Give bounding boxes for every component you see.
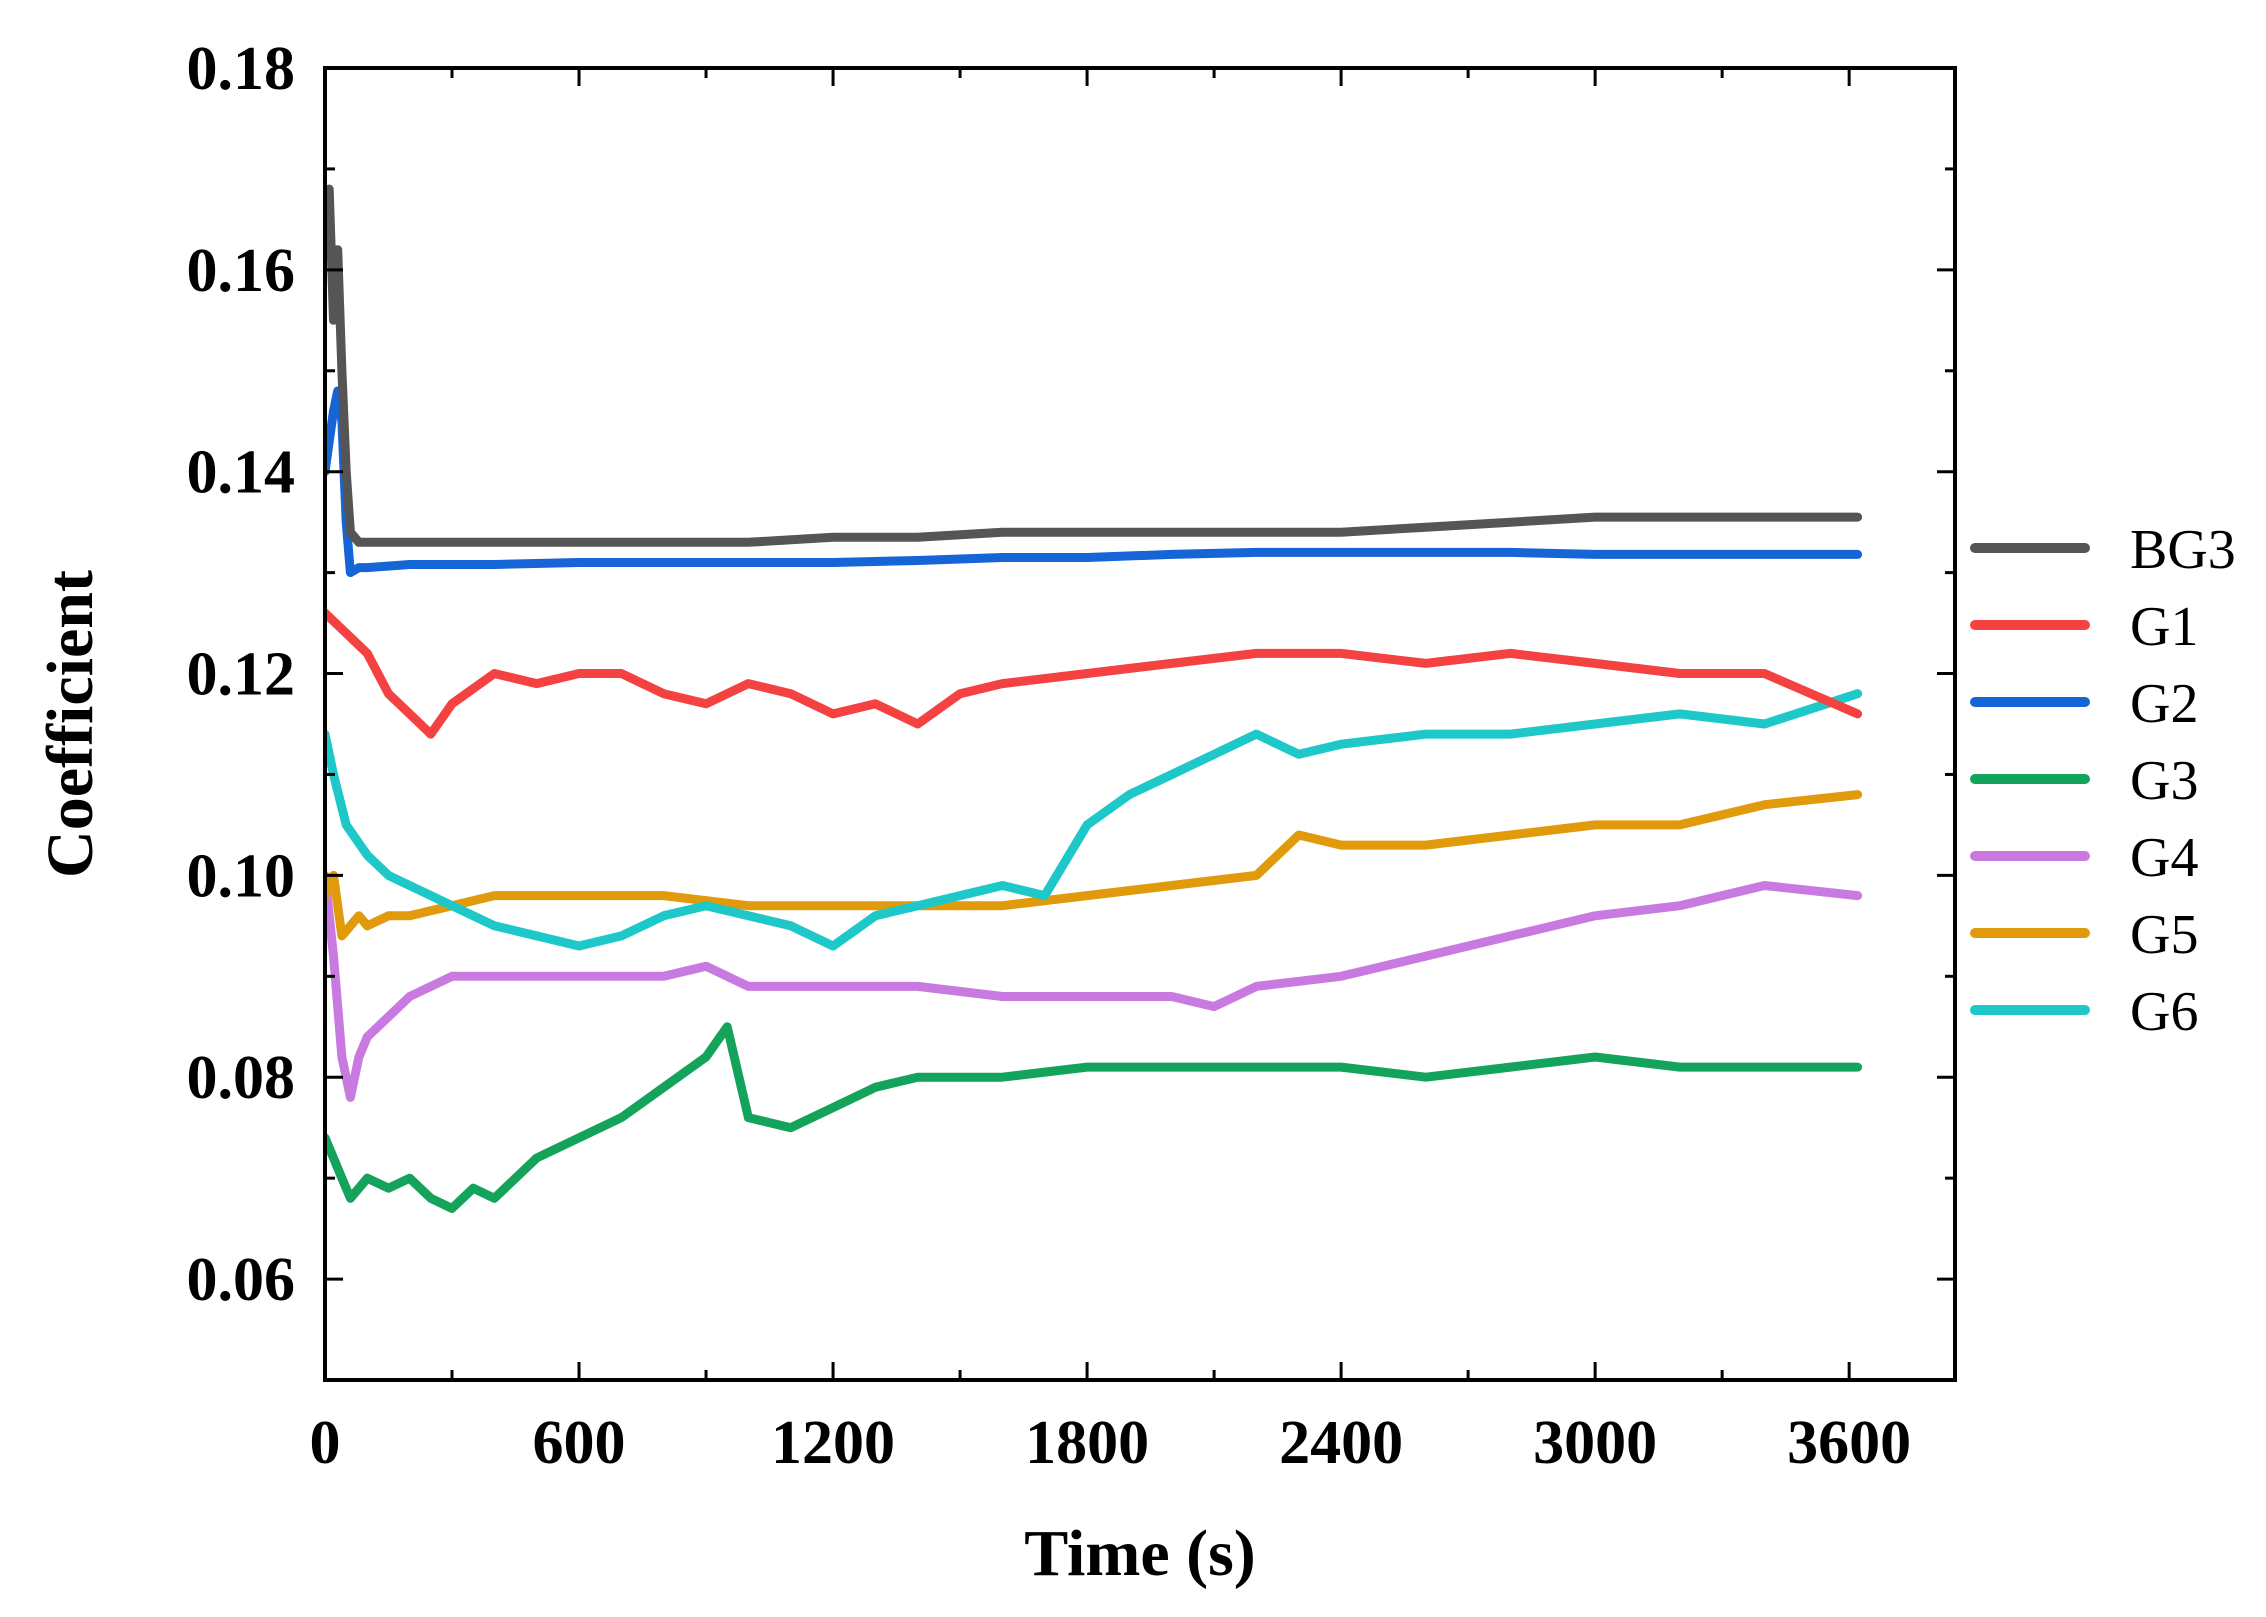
legend-label-bg3: BG3 (2130, 519, 2236, 581)
x-tick-label: 2400 (1279, 1409, 1403, 1477)
y-tick-label: 0.06 (187, 1246, 296, 1314)
y-tick-label: 0.08 (187, 1044, 296, 1112)
x-tick-label: 3000 (1533, 1409, 1657, 1477)
x-tick-label: 3600 (1787, 1409, 1911, 1477)
legend-label-g3: G3 (2130, 750, 2198, 812)
y-tick-label: 0.14 (187, 439, 296, 507)
x-tick-label: 1200 (771, 1409, 895, 1477)
x-axis-title: Time (s) (1024, 1517, 1256, 1590)
series-line-g6 (325, 689, 1863, 951)
legend-label-g4: G4 (2130, 827, 2198, 889)
y-tick-label: 0.12 (187, 641, 296, 709)
y-axis-title: Coefficient (34, 570, 107, 878)
series-line-bg3 (325, 184, 1863, 547)
x-tick-label: 600 (533, 1409, 626, 1477)
legend-label-g1: G1 (2130, 596, 2198, 658)
series-layer (325, 184, 1863, 1213)
series-line-g5 (325, 790, 1863, 941)
tick-layer (323, 66, 1955, 1382)
legend-label-g5: G5 (2130, 904, 2198, 966)
legend-label-g6: G6 (2130, 981, 2198, 1043)
y-tick-label: 0.18 (187, 35, 296, 103)
plot-frame (323, 66, 1957, 1382)
series-line-g4 (325, 870, 1863, 1102)
series-line-g1 (325, 608, 1863, 739)
x-tick-label: 1800 (1025, 1409, 1149, 1477)
label-layer: 0 600 1200 1800 2400 3000 3600 0.06 0.08 0.10 0.12… (187, 35, 1912, 1477)
series-line-g3 (325, 1022, 1863, 1213)
y-tick-label: 0.16 (187, 237, 296, 305)
y-tick-label: 0.10 (187, 842, 296, 910)
legend-label-g2: G2 (2130, 673, 2198, 735)
x-tick-label: 0 (310, 1409, 341, 1477)
legend: BG3 G1 G2 G3 G4 G5 G6 (1970, 519, 2236, 1043)
